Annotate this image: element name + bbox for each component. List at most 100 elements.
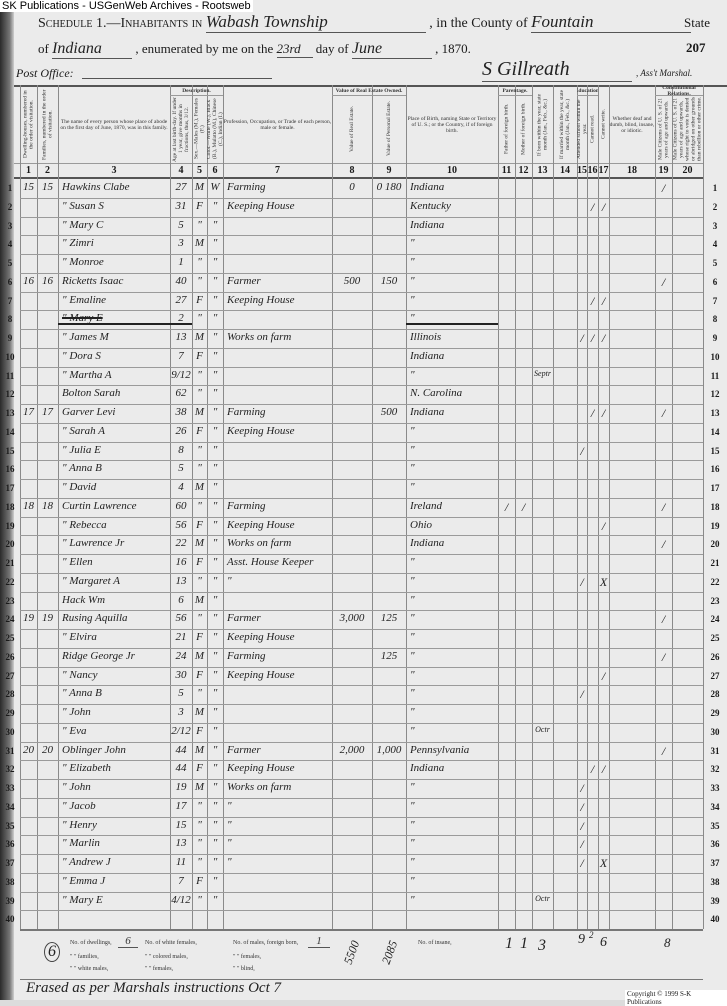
cell-birthplace: N. Carolina bbox=[410, 387, 463, 400]
column-number-rule bbox=[14, 163, 703, 164]
line-number-left: 30 bbox=[5, 726, 15, 737]
column-divider bbox=[20, 85, 21, 929]
cell-name: Curtin Lawrence bbox=[62, 499, 137, 512]
cell-birthplace: Illinois bbox=[410, 331, 442, 343]
column-number-18: 18 bbox=[627, 165, 637, 176]
cell-c13: Octr bbox=[535, 893, 550, 903]
cell-sex: M bbox=[194, 481, 205, 493]
cell-sex: F bbox=[196, 349, 203, 362]
cell-color: " bbox=[212, 462, 218, 475]
cell-c19: / bbox=[661, 274, 666, 289]
column-header-18: Whether deaf and dumb, blind, insane, or… bbox=[609, 115, 655, 134]
cell-sex: " bbox=[197, 312, 202, 325]
cell-occupation: Works on farm bbox=[227, 781, 292, 793]
cell-age: 15 bbox=[175, 818, 187, 831]
cell-color: " bbox=[212, 518, 218, 531]
cell-age: 27 bbox=[175, 293, 187, 306]
column-header-11: Father of foreign birth. bbox=[503, 103, 510, 155]
cell-color: " bbox=[212, 199, 218, 212]
line-number-right: 30 bbox=[710, 726, 720, 737]
column-header-15: Attended school within the year. bbox=[577, 99, 587, 159]
cell-name: Hack Wm bbox=[62, 593, 106, 606]
table-top-rule bbox=[14, 85, 727, 87]
source-banner: SK Publications - USGenWeb Archives - Ro… bbox=[0, 0, 253, 12]
county-label: , in the County of bbox=[429, 16, 528, 31]
cell-name: " Martha A bbox=[62, 368, 112, 381]
cell-name: " Elvira bbox=[62, 631, 97, 643]
cell-age: 44 bbox=[175, 743, 187, 756]
line-number-right: 16 bbox=[710, 464, 720, 475]
line-number-left: 16 bbox=[5, 464, 15, 475]
column-header-14: If married within the year, state month … bbox=[559, 89, 571, 160]
cell-color: " bbox=[212, 387, 218, 400]
row-divider bbox=[20, 666, 703, 668]
cell-name: " John bbox=[62, 781, 91, 793]
column-divider bbox=[58, 85, 59, 929]
cell-family: 15 bbox=[42, 181, 53, 193]
line-number-right: 15 bbox=[710, 445, 720, 456]
line-number-right: 13 bbox=[710, 408, 720, 418]
cell-personal-estate: 500 bbox=[380, 406, 398, 418]
cell-color: " bbox=[212, 874, 218, 887]
day-field: 23rd bbox=[276, 41, 313, 58]
cell-dwelling: 15 bbox=[23, 181, 34, 193]
cell-age: 27 bbox=[175, 181, 187, 193]
row-divider bbox=[20, 704, 703, 705]
real-estate-group-header-rule bbox=[332, 95, 406, 96]
cell-occupation: Keeping House bbox=[227, 199, 295, 212]
cell-name: " Andrew J bbox=[62, 856, 111, 868]
cell-birthplace: " bbox=[410, 481, 415, 493]
cell-c17: / bbox=[601, 762, 606, 777]
cell-color: " bbox=[212, 781, 218, 793]
cell-color: " bbox=[212, 743, 218, 756]
cell-birthplace: " bbox=[410, 274, 415, 287]
cell-age: 6 bbox=[178, 593, 184, 606]
cell-c19: / bbox=[661, 181, 666, 195]
line-number-right: 40 bbox=[710, 914, 720, 925]
females-foreign-label: " " females, bbox=[233, 954, 262, 960]
cell-sex: M bbox=[194, 593, 205, 606]
cell-personal-estate: 125 bbox=[380, 649, 398, 662]
line-number-right: 3 bbox=[712, 220, 718, 231]
cell-color: " bbox=[212, 499, 218, 512]
real-estate-group-header: Value of Real Estate Owned. bbox=[335, 87, 403, 94]
row-divider bbox=[20, 366, 703, 368]
cell-name: " Henry bbox=[62, 818, 97, 831]
cell-sex: M bbox=[194, 406, 205, 418]
cell-age: 13 bbox=[175, 837, 187, 850]
cell-color: " bbox=[212, 331, 218, 343]
column-divider bbox=[223, 85, 224, 929]
line-number-right: 9 bbox=[712, 333, 718, 343]
constitutional-group-header-rule bbox=[655, 95, 703, 96]
column-number-20: 20 bbox=[682, 165, 693, 176]
cell-age: 1 bbox=[178, 256, 184, 268]
cell-c17: / bbox=[601, 199, 606, 214]
row-divider bbox=[20, 591, 703, 593]
cell-name: " Mary E bbox=[62, 312, 103, 325]
cell-color: " bbox=[212, 612, 218, 625]
row-divider bbox=[20, 835, 703, 837]
cell-sex: F bbox=[196, 631, 203, 643]
cell-c19: / bbox=[661, 612, 666, 627]
row-divider bbox=[20, 779, 703, 780]
line-number-right: 36 bbox=[710, 839, 720, 850]
cell-name: Ridge George Jr bbox=[62, 649, 135, 662]
cell-age: 7 bbox=[178, 349, 184, 362]
cell-name: " Mary C bbox=[62, 218, 104, 231]
cell-occupation: " bbox=[227, 818, 232, 831]
cell-real-estate: 3,000 bbox=[339, 612, 365, 625]
cell-color: " bbox=[212, 406, 218, 418]
blind-label: " " blind, bbox=[233, 966, 255, 972]
cell-sex: " bbox=[197, 856, 202, 868]
cell-age: 8 bbox=[178, 443, 184, 456]
column-number-10: 10 bbox=[447, 165, 457, 176]
enumeration-line: of Indiana , enumerated by me on the 23r… bbox=[38, 40, 471, 59]
cell-sex: " bbox=[197, 387, 202, 400]
schedule-label: Schedule 1.—Inhabitants in bbox=[38, 16, 203, 31]
line-number-left: 10 bbox=[5, 351, 15, 362]
row-divider bbox=[20, 291, 703, 293]
cell-age: 26 bbox=[175, 424, 187, 437]
strike-through-line bbox=[58, 323, 192, 326]
cell-color: " bbox=[212, 668, 218, 681]
cell-age: 17 bbox=[175, 799, 187, 812]
